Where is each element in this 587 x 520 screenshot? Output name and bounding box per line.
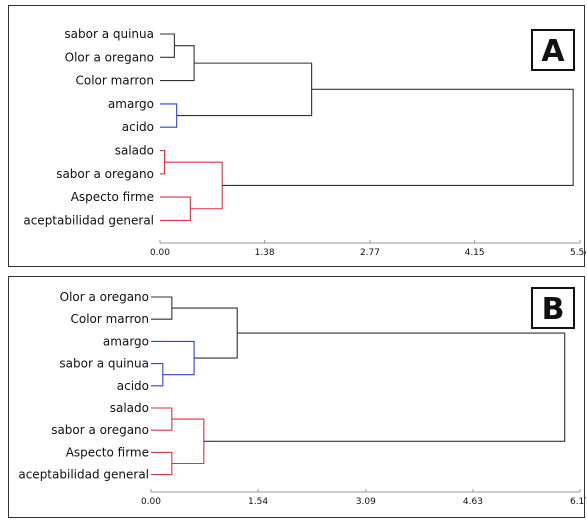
leaf-label: sabor a oregano (56, 167, 154, 181)
dendrogram-b-svg: B Olor a oregano Color marron amargo sabor a… (18, 287, 586, 507)
leaf-label: Olor a oregano (60, 290, 149, 304)
leaf-label: Color marron (75, 74, 154, 88)
x-tick-label: 3.09 (356, 497, 376, 507)
leaf-label: acido (122, 120, 154, 134)
x-tick-label: 5.54 (570, 248, 586, 258)
x-tick-label: 0.00 (141, 497, 161, 507)
merge-link (151, 363, 164, 387)
merge-link (151, 451, 173, 476)
leaf-label: aceptabilidad general (23, 213, 154, 227)
merge-link (160, 33, 175, 58)
dendrogram-panel-b: B Olor a oregano Color marron amargo sabor a… (8, 276, 586, 518)
merge-link (160, 103, 178, 128)
panel-badge-box (531, 287, 575, 329)
x-tick-label: 6.17 (570, 497, 586, 507)
panel-badge-label: B (542, 292, 565, 327)
merge-link (164, 161, 223, 210)
merge-link (176, 62, 313, 117)
merge-link (160, 196, 191, 221)
leaf-label: Olor a oregano (65, 50, 154, 64)
leaf-label: Aspecto firme (71, 190, 154, 204)
merge-link (160, 45, 195, 82)
leaf-label: acido (117, 379, 149, 393)
x-tick-label: 2.77 (360, 248, 380, 258)
x-tick-label: 4.63 (463, 497, 483, 507)
panel-badge-box (531, 29, 575, 71)
leaf-label: amargo (108, 97, 154, 111)
leaf-label: aceptabilidad general (18, 468, 149, 482)
panel-badge-label: A (541, 34, 565, 69)
leaf-label: sabor a quinua (64, 27, 154, 41)
x-tick-label: 0.00 (150, 248, 170, 258)
x-tick-label: 4.15 (465, 248, 485, 258)
merge-link (151, 340, 195, 376)
leaf-label: sabor a quinua (59, 357, 149, 371)
merge-link (160, 149, 166, 175)
leaf-label: amargo (103, 334, 149, 348)
merge-link (151, 407, 173, 431)
leaf-label: salado (110, 401, 149, 415)
merge-link (171, 418, 205, 465)
leaf-label: sabor a oregano (51, 423, 149, 437)
merge-link (222, 88, 574, 186)
x-tick-label: 1.38 (255, 248, 275, 258)
leaf-label: Color marron (70, 312, 149, 326)
x-tick-label: 1.54 (248, 497, 268, 507)
merge-link (203, 332, 566, 442)
leaf-label: salado (115, 144, 154, 158)
merge-link (171, 307, 238, 359)
leaf-label: Aspecto firme (66, 445, 149, 459)
merge-link (151, 296, 173, 320)
